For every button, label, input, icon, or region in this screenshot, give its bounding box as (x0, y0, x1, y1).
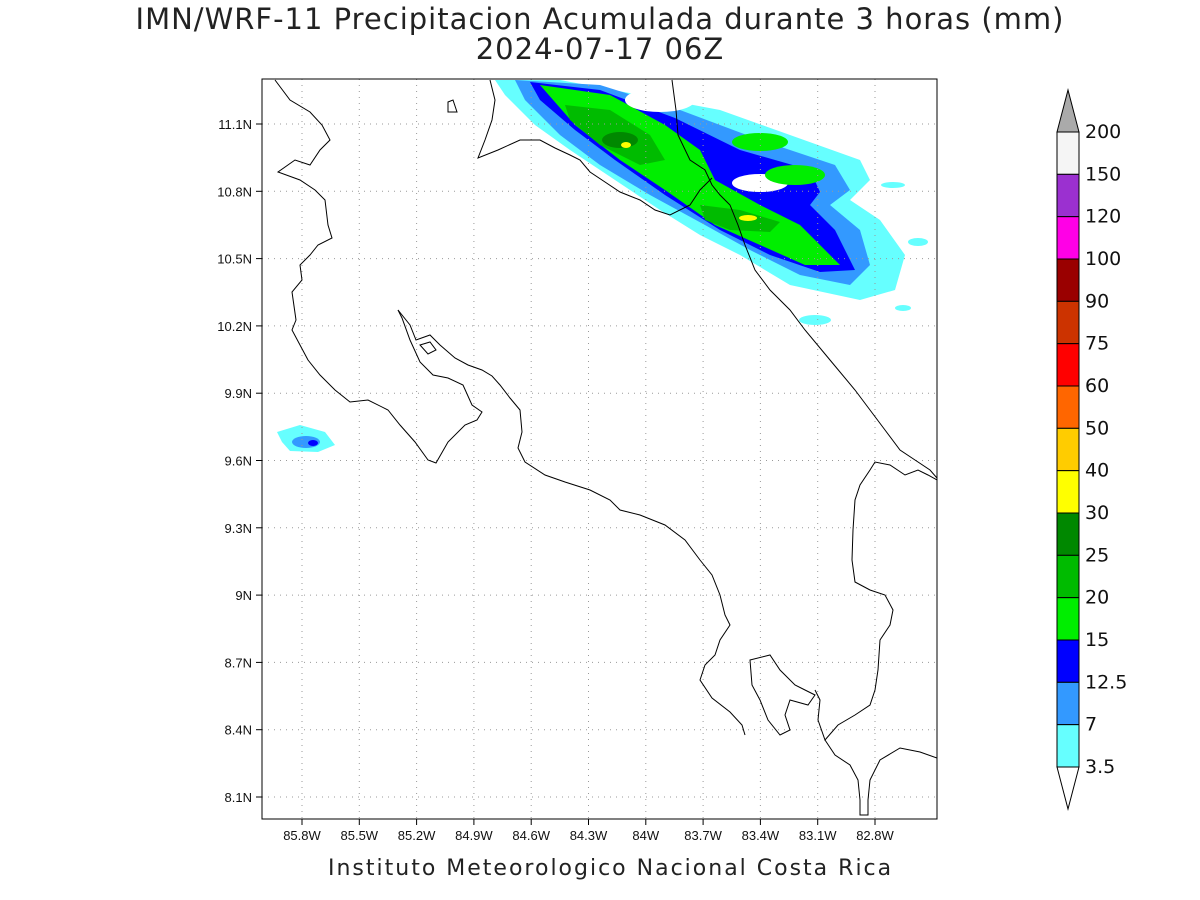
lon-tick-labels: 85.8W 85.5W 85.2W 84.9W 84.6W 84.3W 84W 83.7W 83… (283, 819, 895, 843)
lat-tick-label: 10.2N (217, 319, 252, 334)
colorbar-segment (1056, 216, 1080, 260)
precip-gap (625, 88, 695, 112)
map-datetime: 2024-07-17 06Z (475, 32, 725, 66)
osa-peninsula (749, 654, 816, 736)
precip-cell (881, 182, 905, 188)
colorbar-segment (1056, 681, 1080, 726)
panama-south (824, 739, 937, 816)
colorbar-segment (1056, 258, 1080, 302)
colorbar-label: 20 (1085, 587, 1109, 609)
colorbar-segment (1056, 300, 1080, 345)
precip-cell-west-125 (308, 440, 318, 446)
precip-cell (895, 305, 911, 311)
precip-cell (908, 238, 928, 246)
colorbar-label: 120 (1085, 206, 1121, 228)
colorbar-label: 12.5 (1085, 671, 1127, 693)
colorbar-segment (1056, 173, 1080, 218)
lon-tick-label: 85.5W (341, 828, 379, 843)
precip-cell-40a (621, 142, 631, 148)
colorbar-segment (1056, 554, 1080, 599)
lat-tick-label: 8.7N (225, 655, 252, 670)
colorbar-label: 100 (1085, 248, 1121, 270)
colorbar-under-triangle (1056, 766, 1080, 811)
lon-tick-label: 83.7W (684, 828, 722, 843)
precip-cell (732, 133, 788, 151)
coastline-north-nicaragua (274, 79, 483, 464)
lon-tick-label: 83.1W (799, 828, 837, 843)
colorbar-label: 150 (1085, 163, 1121, 185)
colorbar-segment (1056, 343, 1080, 387)
lon-tick-label: 85.2W (398, 828, 436, 843)
colorbar: 200 150 120 100 90 75 60 50 40 30 25 20 15 12.5 7 3.5 (1056, 88, 1127, 811)
colorbar-segment (1056, 385, 1080, 429)
colorbar-segment (1056, 131, 1080, 175)
lat-tick-label: 8.4N (225, 723, 252, 738)
colorbar-over-triangle (1056, 88, 1080, 133)
lon-tick-label: 84W (632, 828, 659, 843)
golfo-dulce (814, 461, 937, 741)
lake (447, 99, 458, 113)
colorbar-label: 25 (1085, 544, 1109, 566)
map-frame (261, 78, 938, 820)
lon-tick-label: 84.9W (455, 828, 493, 843)
colorbar-segment (1056, 639, 1080, 683)
lat-tick-label: 9.6N (225, 454, 252, 469)
lat-tick-label: 9N (235, 588, 252, 603)
lon-tick-label: 84.3W (570, 828, 608, 843)
lat-tick-labels: 11.1N 10.8N 10.5N 10.2N 9.9N 9.6N 9.3N 9N 8.7N 8.… (217, 117, 262, 805)
precip-cell-40b (739, 215, 757, 221)
colorbar-label: 30 (1085, 502, 1109, 524)
colorbar-label: 200 (1085, 121, 1121, 143)
coastlines (274, 79, 937, 816)
precip-cell-30 (602, 132, 638, 148)
colorbar-label: 50 (1085, 417, 1109, 439)
nicaragua-border (477, 79, 713, 216)
nicoya-gulf (397, 309, 746, 736)
colorbar-segment (1056, 724, 1080, 768)
lat-tick-label: 11.1N (218, 117, 252, 132)
colorbar-label: 60 (1085, 375, 1109, 397)
colorbar-label: 90 (1085, 290, 1109, 312)
lon-tick-label: 84.6W (512, 828, 550, 843)
map-title: IMN/WRF-11 Precipitacion Acumulada duran… (135, 2, 1065, 36)
caribbean-coast (671, 79, 937, 479)
lon-tick-label: 85.8W (283, 828, 321, 843)
colorbar-segment (1056, 512, 1080, 556)
colorbar-segment (1056, 470, 1080, 514)
colorbar-label: 40 (1085, 460, 1109, 482)
precip-field (277, 80, 928, 452)
precip-cell (799, 315, 831, 325)
colorbar-label: 7 (1085, 714, 1097, 736)
colorbar-label: 3.5 (1085, 756, 1115, 778)
lat-tick-label: 8.1N (225, 790, 252, 805)
island (419, 341, 437, 355)
precip-cell (765, 165, 825, 185)
colorbar-segment (1056, 597, 1080, 641)
colorbar-label: 75 (1085, 333, 1109, 355)
lat-tick-label: 9.9N (225, 386, 252, 401)
lat-tick-label: 10.5N (217, 252, 252, 267)
lat-tick-label: 10.8N (217, 184, 252, 199)
footer-credit: Instituto Meteorologico Nacional Costa R… (328, 856, 894, 881)
colorbar-segment (1056, 427, 1080, 472)
lon-tick-label: 83.4W (742, 828, 780, 843)
lat-tick-label: 9.3N (225, 521, 252, 536)
lon-tick-label: 82.8W (856, 828, 894, 843)
colorbar-label: 15 (1085, 629, 1109, 651)
